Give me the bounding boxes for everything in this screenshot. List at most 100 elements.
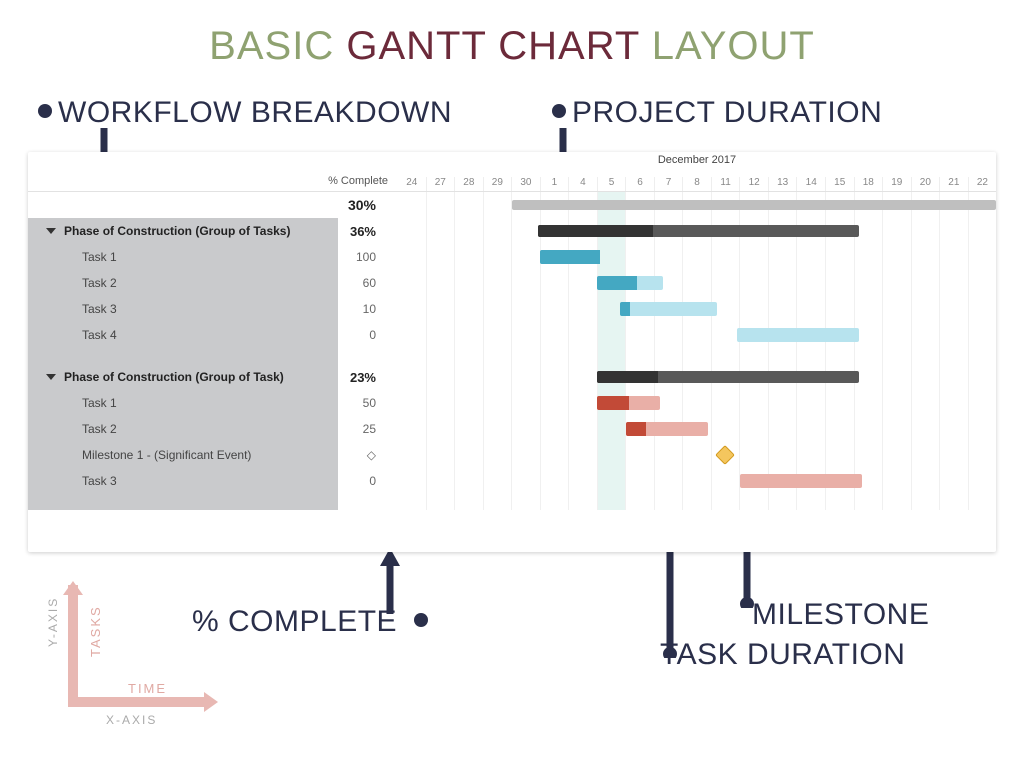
month-label: December 2017: [658, 154, 736, 166]
day-header: 12: [739, 177, 768, 191]
callout-project-duration: PROJECT DURATION: [552, 96, 882, 130]
callout-workflow: WORKFLOW BREAKDOWN: [38, 96, 452, 130]
timeline-cell: [398, 270, 996, 296]
timeline-cell: [398, 390, 996, 416]
day-header: 1: [540, 177, 569, 191]
pct-cell: 0: [338, 474, 398, 488]
day-header: 21: [939, 177, 968, 191]
arrow-icon: [380, 548, 400, 614]
timeline-cell: [398, 442, 996, 468]
day-header: 30: [511, 177, 540, 191]
gantt-chart: % Complete December 2017 242728293014567…: [28, 152, 996, 552]
chart-header: % Complete December 2017 242728293014567…: [28, 152, 996, 192]
bar-fill: [597, 276, 636, 290]
milestone-diamond-icon: [716, 445, 736, 465]
callout-milestone: MILESTONE: [752, 598, 929, 632]
callout-task-duration: TASK DURATION: [660, 638, 905, 672]
pct-header-cell: % Complete: [28, 152, 398, 191]
axis-x-line: [68, 697, 208, 707]
day-header: 20: [911, 177, 940, 191]
pct-cell: 100: [338, 250, 398, 264]
task-label: Task 1: [28, 396, 338, 410]
x-axis-label: X-AXIS: [106, 713, 157, 727]
title-word-1: BASIC: [209, 24, 334, 68]
pct-cell: 50: [338, 396, 398, 410]
bar-fill: [597, 396, 628, 410]
tasks-axis-label: TASKS: [88, 605, 103, 657]
task-label: Task 1: [28, 250, 338, 264]
spacer: [398, 348, 996, 364]
timeline-cell: [398, 192, 996, 218]
bar-fill: [620, 302, 630, 316]
task-label: Milestone 1 - (Significant Event): [28, 448, 338, 462]
title-word-2: GANTT CHART: [346, 24, 639, 68]
task-bar: [597, 396, 660, 410]
task-bar: [740, 474, 862, 488]
page-title: BASIC GANTT CHART LAYOUT: [0, 0, 1024, 69]
day-header: 24: [398, 177, 426, 191]
day-header: 4: [568, 177, 597, 191]
group-bar: [597, 371, 859, 383]
summary-bar: [512, 200, 996, 210]
day-header: 8: [682, 177, 711, 191]
bar-fill: [538, 225, 654, 237]
task-bar: [626, 422, 709, 436]
day-header: 19: [882, 177, 911, 191]
title-word-3: LAYOUT: [652, 24, 815, 68]
timeline-cell: [398, 416, 996, 442]
task-bar: [597, 276, 662, 290]
spacer: [398, 494, 996, 510]
y-axis-label: Y-AXIS: [46, 597, 60, 647]
timeline-cell: [398, 244, 996, 270]
bar-fill: [626, 422, 647, 436]
timeline-cell: [398, 322, 996, 348]
arrowhead-icon: [204, 692, 218, 712]
chart-rows: 30% Phase of Construction (Group of Tasks…: [28, 192, 996, 510]
dot-icon: [552, 104, 566, 118]
task-label: Task 2: [28, 422, 338, 436]
group-text: Phase of Construction (Group of Tasks): [64, 224, 290, 238]
timeline-cell: [398, 296, 996, 322]
task-bar: [620, 302, 717, 316]
group-label: Phase of Construction (Group of Tasks): [28, 224, 338, 238]
dot-icon: [414, 613, 428, 627]
pct-cell: 30%: [338, 197, 398, 213]
pct-cell: ◇: [338, 448, 398, 462]
day-header: 7: [654, 177, 683, 191]
task-label: Task 4: [28, 328, 338, 342]
day-header: 14: [796, 177, 825, 191]
timeline-cell: [398, 468, 996, 494]
day-header: 15: [825, 177, 854, 191]
task-label: Task 3: [28, 302, 338, 316]
task-label: Task 3: [28, 474, 338, 488]
axis-y-line: [68, 585, 78, 705]
timeline-header: December 2017 24272829301456781112131415…: [398, 152, 996, 191]
timeline-cell: [398, 218, 996, 244]
pct-cell: 10: [338, 302, 398, 316]
task-bar: [737, 328, 859, 342]
day-header: 28: [454, 177, 483, 191]
pct-cell: 60: [338, 276, 398, 290]
timeline-cell: [398, 364, 996, 390]
axis-diagram: Y-AXIS TASKS TIME X-AXIS: [28, 585, 228, 745]
day-header: 22: [968, 177, 997, 191]
chart-row: 30%: [28, 192, 996, 218]
day-header: 29: [483, 177, 512, 191]
day-header: 27: [426, 177, 455, 191]
bar-fill: [597, 371, 657, 383]
caret-down-icon: [46, 228, 56, 234]
group-text: Phase of Construction (Group of Task): [64, 370, 284, 384]
day-header: 13: [768, 177, 797, 191]
time-axis-label: TIME: [128, 681, 167, 696]
pct-cell: 23%: [338, 370, 398, 385]
day-header: 6: [625, 177, 654, 191]
day-header: 18: [854, 177, 883, 191]
day-header: 5: [597, 177, 626, 191]
group-bar: [538, 225, 860, 237]
pct-cell: 36%: [338, 224, 398, 239]
pct-cell: 25: [338, 422, 398, 436]
caret-down-icon: [46, 374, 56, 380]
group-label: Phase of Construction (Group of Task): [28, 370, 338, 384]
day-header: 11: [711, 177, 740, 191]
dot-icon: [38, 104, 52, 118]
